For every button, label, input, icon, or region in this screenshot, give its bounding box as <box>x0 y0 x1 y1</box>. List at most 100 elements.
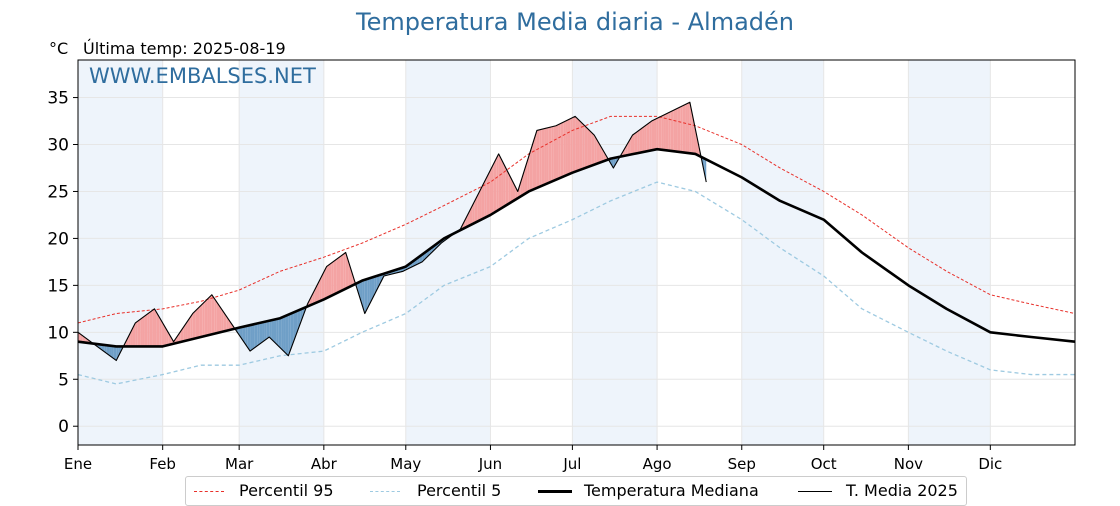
fill-below-median <box>259 322 263 345</box>
fill-above-median <box>481 182 485 220</box>
fill-above-median <box>658 116 662 150</box>
month-band <box>572 60 658 445</box>
fill-below-median <box>106 345 110 356</box>
fill-below-median <box>278 317 282 349</box>
fill-below-median <box>247 325 251 352</box>
fill-above-median <box>343 252 346 290</box>
fill-above-median <box>675 108 678 152</box>
legend-label-p5: Percentil 5 <box>417 481 502 500</box>
fill-above-median <box>691 112 694 154</box>
fill-above-median <box>333 259 337 295</box>
fill-below-median <box>109 345 112 357</box>
fill-above-median <box>696 132 699 156</box>
fill-above-median <box>168 333 172 345</box>
fill-above-median <box>572 116 576 173</box>
last-temp-label: Última temp: 2025-08-19 <box>83 39 286 58</box>
fill-above-median <box>140 317 143 347</box>
x-tick-label: Abr <box>311 455 338 473</box>
month-band <box>741 60 824 445</box>
x-tick-label: Jun <box>478 455 502 473</box>
month-band <box>239 60 324 445</box>
x-tick-label: Sep <box>728 455 756 473</box>
fill-above-median <box>226 315 229 331</box>
fill-below-median <box>293 311 296 343</box>
fill-above-median <box>161 321 165 347</box>
x-tick-label: Feb <box>149 455 176 473</box>
fill-above-median <box>575 116 578 172</box>
fill-above-median <box>534 130 537 189</box>
fill-above-median <box>536 129 540 188</box>
x-tick-label: Ago <box>643 455 672 473</box>
y-tick-label: 30 <box>47 136 69 156</box>
fill-below-median <box>369 277 372 305</box>
fill-above-median <box>527 153 530 193</box>
fill-above-median <box>152 308 155 347</box>
fill-above-median <box>508 172 511 205</box>
x-tick-label: Nov <box>894 455 923 473</box>
fill-above-median <box>221 308 224 332</box>
fill-above-median <box>223 312 227 332</box>
fill-above-median <box>338 256 341 293</box>
fill-above-median <box>565 119 568 176</box>
fill-above-median <box>477 191 480 222</box>
series-line-median <box>77 147 1076 348</box>
fill-above-median <box>544 128 547 185</box>
month-bands <box>78 60 991 445</box>
fill-above-median <box>673 109 676 152</box>
fill-above-median <box>219 305 222 333</box>
fill-above-median <box>154 308 157 347</box>
fill-above-median <box>183 324 186 342</box>
fill-above-median <box>548 126 552 183</box>
fill-above-median <box>486 172 490 217</box>
fill-above-median <box>596 139 600 164</box>
fill-above-median <box>214 298 217 334</box>
fill-above-median <box>603 151 607 162</box>
fill-above-median <box>498 153 502 210</box>
month-band <box>78 60 163 445</box>
fill-above-median <box>654 118 657 150</box>
fill-above-median <box>630 135 633 155</box>
fill-above-median <box>668 111 671 151</box>
x-tick-label: Dic <box>978 455 1002 473</box>
fill-above-median <box>493 158 497 213</box>
fill-above-median <box>663 113 666 151</box>
fill-above-median <box>472 200 475 225</box>
fill-above-median <box>149 310 153 347</box>
fill-below-median <box>113 346 117 361</box>
fill-above-median <box>579 121 583 170</box>
fill-above-median <box>567 118 571 175</box>
fill-below-median <box>281 316 284 352</box>
fill-above-median <box>661 115 664 151</box>
fill-below-median <box>295 310 298 337</box>
fill-above-median <box>209 294 212 335</box>
series-line-2025 <box>77 101 707 362</box>
fill-above-median <box>556 124 559 180</box>
fill-above-median <box>520 176 523 197</box>
fill-above-median <box>632 133 635 155</box>
fill-above-median <box>159 317 162 347</box>
fill-above-median <box>584 125 588 169</box>
fill-above-median <box>541 128 545 186</box>
fill-above-median <box>187 317 191 341</box>
legend-swatch-p95 <box>194 491 224 492</box>
fill-below-median <box>362 279 365 314</box>
fill-above-median <box>634 131 638 154</box>
plot-frame <box>77 59 1076 446</box>
legend-label-t2025: T. Media 2025 <box>846 481 958 500</box>
fill-above-median <box>591 132 595 166</box>
fill-above-median <box>529 145 533 192</box>
fill-above-median <box>144 314 148 347</box>
fill-above-median <box>202 301 205 337</box>
fill-above-median <box>510 177 513 203</box>
fill-above-median <box>137 319 141 347</box>
x-tick-label: May <box>390 455 421 473</box>
fill-above-median <box>689 102 692 154</box>
fill-above-median <box>560 122 564 178</box>
fill-above-median <box>589 130 592 167</box>
fill-above-median <box>582 123 585 170</box>
watermark-text: WWW.EMBALSES.NET <box>89 64 316 88</box>
fill-below-median <box>273 319 277 345</box>
fill-above-median <box>216 301 220 334</box>
month-band <box>405 60 491 445</box>
fill-above-median <box>625 143 628 156</box>
